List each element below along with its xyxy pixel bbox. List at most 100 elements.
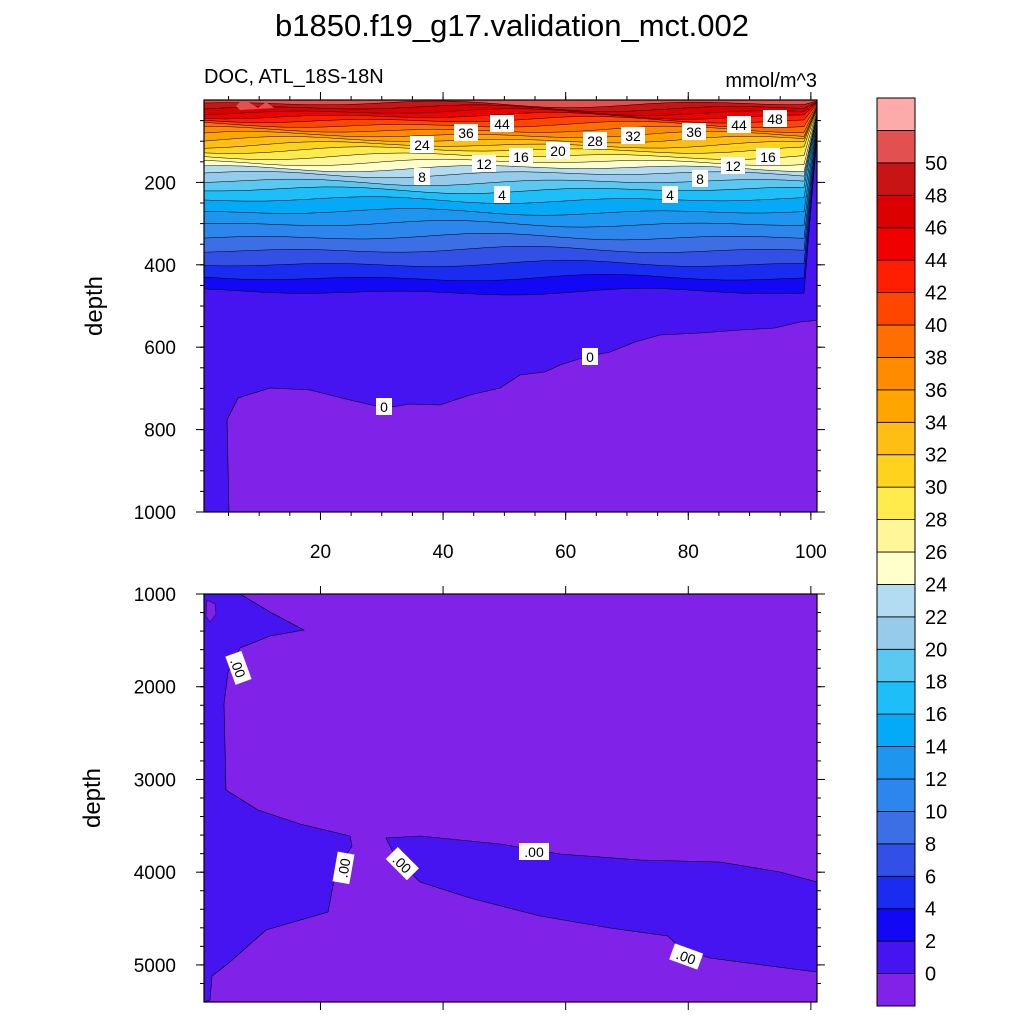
contour-label-bg [756, 148, 780, 165]
contour-label: .00 [332, 851, 355, 885]
colorbar-swatch [876, 357, 916, 391]
y-tick-label: 5000 [134, 956, 176, 977]
colorbar-swatch [876, 940, 916, 974]
colorbar-swatch [876, 292, 916, 326]
contour-label: 44 [494, 116, 510, 132]
x-tick-label: 80 [678, 542, 699, 563]
colorbar-swatch [876, 551, 916, 585]
colorbar-label: 6 [925, 866, 936, 888]
surface-blob [236, 100, 274, 110]
colorbar-label: 24 [925, 574, 947, 596]
colorbar-swatch [876, 973, 916, 1007]
contour-label: 8 [418, 169, 426, 185]
colorbar-label: 8 [925, 834, 936, 856]
contour-label-bg [519, 843, 549, 860]
colorbar-label: 12 [925, 769, 947, 791]
contour-label: 16 [513, 149, 529, 165]
colorbar-label: 20 [925, 639, 947, 661]
y-tick-label: 200 [144, 173, 176, 194]
colorbar-swatch [876, 454, 916, 488]
contour-label: 48 [767, 111, 783, 127]
colorbar-swatch [876, 194, 916, 229]
colorbar-label: 0 [925, 964, 936, 986]
contour-label-bg [583, 132, 607, 149]
colorbar-swatch [876, 227, 916, 261]
contour-label-bg [414, 168, 430, 185]
contour-label-bg [472, 155, 496, 172]
contour-label: 16 [760, 149, 776, 165]
colorbar-swatch [876, 519, 916, 553]
colorbar-swatch [876, 843, 916, 877]
colorbar-label: 46 [925, 218, 947, 240]
colorbar-swatch [876, 486, 916, 520]
colorbar-swatch [876, 389, 916, 423]
colorbar-swatch [876, 259, 916, 293]
contour-label-bg [454, 124, 478, 141]
colorbar-swatch [876, 162, 916, 196]
x-tick-label: 40 [432, 542, 453, 563]
contour-label-bg [669, 943, 704, 970]
y-tick-label: 400 [144, 256, 176, 277]
contour-label-bg [662, 186, 678, 203]
colorbar-swatch [876, 681, 916, 715]
variable-label: DOC, ATL_18S-18N [204, 66, 384, 88]
contour-label: .00 [519, 843, 549, 860]
colorbar-swatch [876, 778, 916, 812]
y-tick-label: 600 [144, 338, 176, 359]
colorbar-label: 30 [925, 477, 947, 499]
upper-fill [204, 100, 817, 512]
contour-label: 32 [625, 128, 641, 144]
colorbar-swatch [876, 97, 916, 131]
colorbar-swatch [876, 875, 916, 910]
contour-label-bg [546, 142, 570, 159]
colorbar-frame [876, 97, 916, 1007]
contour-label: 24 [414, 137, 430, 153]
lower-blob [205, 599, 217, 623]
contour-label: 8 [696, 171, 704, 187]
colorbar-swatch [876, 713, 916, 747]
lower-right-band [385, 835, 818, 973]
colorbar-label: 18 [925, 672, 947, 694]
contour-label: 12 [476, 156, 492, 172]
colorbar: 0246810121416182022242628303234363840424… [876, 97, 947, 1007]
contour-label-text: .00 [674, 946, 698, 968]
colorbar-label: 32 [925, 445, 947, 467]
y-tick-label: 800 [144, 421, 176, 442]
contour-label-bg [332, 851, 355, 885]
colorbar-label: 42 [925, 283, 947, 305]
band-25 [204, 100, 817, 108]
contour-label-bg [494, 186, 510, 203]
colorbar-swatch [876, 616, 916, 650]
y-tick-label: 1000 [134, 585, 176, 606]
colorbar-label: 2 [925, 931, 936, 953]
contour-label-bg [727, 116, 751, 133]
colorbar-swatch [876, 746, 916, 780]
colorbar-label: 34 [925, 412, 947, 434]
colorbar-label: 14 [925, 737, 947, 759]
contour-label: 0 [586, 349, 594, 365]
colorbar-label: 28 [925, 510, 947, 532]
colorbar-swatch [876, 130, 916, 164]
contour-label: 0 [380, 399, 388, 415]
colorbar-label: 38 [925, 347, 947, 369]
contour-label-bg [621, 127, 645, 144]
contour-label-bg [682, 123, 706, 140]
x-tick-label: 60 [555, 542, 576, 563]
y-tick-label: 2000 [134, 678, 176, 699]
colorbar-label: 22 [925, 607, 947, 629]
contour-label: 4 [666, 187, 674, 203]
contour-label-bg [385, 847, 419, 881]
colorbar-swatch [876, 811, 916, 845]
colorbar-swatch [876, 324, 916, 358]
y-axis-label: depth [81, 276, 108, 336]
contour-label: 20 [550, 143, 566, 159]
contour-label-bg [763, 110, 787, 127]
contour-label: 4 [498, 187, 506, 203]
colorbar-label: 26 [925, 542, 947, 564]
contour-label: .00 [225, 650, 252, 685]
y-tick-label: 3000 [134, 770, 176, 791]
chart-title: b1850.f19_g17.validation_mct.002 [275, 8, 749, 43]
colorbar-swatch [876, 648, 916, 683]
